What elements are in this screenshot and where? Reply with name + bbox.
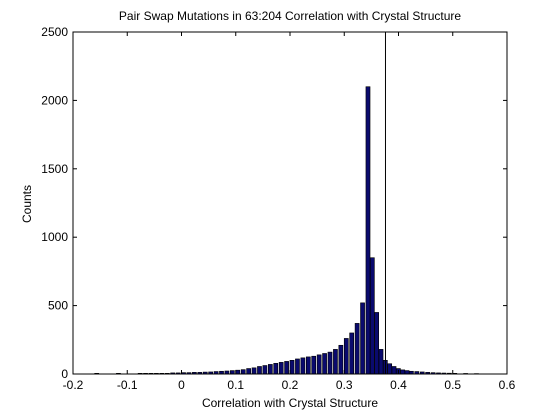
histogram-bar xyxy=(360,302,365,375)
plot-frame xyxy=(72,31,508,375)
y-tick-label: 500 xyxy=(48,299,68,313)
histogram-bar xyxy=(295,358,300,375)
histogram-bar xyxy=(327,351,333,375)
x-tick-label: 0.6 xyxy=(499,378,516,392)
histogram-bar xyxy=(322,353,327,375)
histogram-bar xyxy=(289,360,295,375)
histogram-bar xyxy=(369,257,375,375)
histogram-bar xyxy=(391,366,397,375)
bars-group xyxy=(94,86,479,375)
y-axis-label: Counts xyxy=(20,185,34,223)
y-tick-label: 2000 xyxy=(41,93,68,107)
y-tick-label: 0 xyxy=(61,367,68,381)
histogram-bar xyxy=(311,355,317,375)
histogram-bar xyxy=(262,365,268,375)
histogram-bar xyxy=(338,344,344,375)
y-tick-label: 2500 xyxy=(41,25,68,39)
histogram-bar xyxy=(400,369,406,375)
histogram-bar xyxy=(278,362,284,375)
histogram-bar xyxy=(240,369,246,375)
histogram-bar xyxy=(333,349,338,375)
chart-title: Pair Swap Mutations in 63:204 Correlatio… xyxy=(119,9,461,23)
histogram-bar xyxy=(235,369,241,375)
histogram-bar xyxy=(273,363,279,375)
x-axis-ticks: -0.2 -0.1 0 0.1 0.2 0.3 0.4 0.5 0.6 xyxy=(63,32,516,392)
histogram-bar xyxy=(251,367,257,375)
x-tick-label: 0 xyxy=(178,378,185,392)
histogram-bar xyxy=(349,332,355,375)
x-tick-label: -0.1 xyxy=(117,378,138,392)
x-tick-label: 0.3 xyxy=(336,378,353,392)
histogram-bar xyxy=(284,361,289,375)
histogram-bar xyxy=(404,370,410,375)
histogram-bar xyxy=(257,366,262,375)
x-tick-label: 0.4 xyxy=(390,378,407,392)
histogram-bar xyxy=(378,349,384,375)
histogram-bar xyxy=(300,357,306,375)
x-tick-label: 0.5 xyxy=(444,378,461,392)
histogram-bar xyxy=(305,356,311,375)
x-tick-label: -0.2 xyxy=(63,378,84,392)
x-tick-label: 0.1 xyxy=(227,378,244,392)
y-tick-label: 1500 xyxy=(41,162,68,176)
histogram-bar xyxy=(387,363,393,375)
histogram-bar xyxy=(230,370,235,375)
y-axis-ticks: 0 500 1000 1500 2000 2500 xyxy=(41,25,507,381)
histogram-bar xyxy=(316,354,322,375)
histogram-bar xyxy=(354,323,360,375)
histogram-bar xyxy=(343,338,349,375)
histogram-bar xyxy=(246,368,251,375)
y-tick-label: 1000 xyxy=(41,230,68,244)
histogram-bar xyxy=(365,86,371,375)
histogram-bar xyxy=(374,312,379,375)
x-axis-label: Correlation with Crystal Structure xyxy=(202,396,378,410)
x-tick-label: 0.2 xyxy=(282,378,299,392)
histogram-bar xyxy=(267,364,273,375)
